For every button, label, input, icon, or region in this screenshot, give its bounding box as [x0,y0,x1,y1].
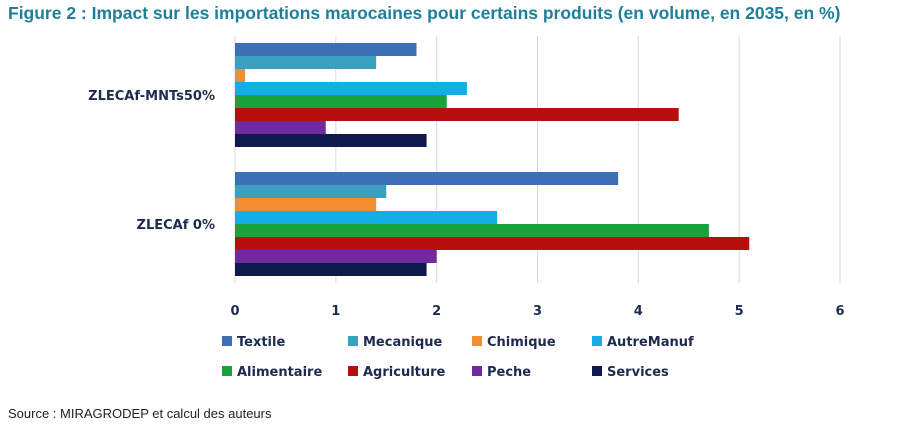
legend-item-mecanique: Mecanique [348,335,443,350]
bars [235,43,750,276]
legend-swatch [472,336,482,346]
x-tick-label: 6 [835,304,844,319]
legend-label: Services [607,365,669,380]
legend-swatch [348,366,358,376]
category-labels: ZLECAf-MNTs50% ZLECAf 0% [88,89,215,233]
category-label: ZLECAf-MNTs50% [88,89,215,104]
legend-label: Mecanique [363,335,443,350]
bar-agriculture-zlecaf-mnts50 [235,108,679,121]
legend-label: Textile [237,335,285,350]
x-tick-label: 2 [432,304,441,319]
category-label: ZLECAf 0% [137,218,215,233]
legend-label: AutreManuf [607,335,694,350]
legend-item-chimique: Chimique [472,335,556,350]
legend-label: Agriculture [363,365,446,380]
bar-alimentaire-zlecaf-mnts50 [235,95,447,108]
legend-item-alimentaire: Alimentaire [222,365,322,380]
bar-textile-zlecaf-0 [235,172,619,185]
x-axis-ticks: 0 1 2 3 4 5 6 [230,304,844,319]
bar-peche-zlecaf-0 [235,250,437,263]
bar-chimique-zlecaf-mnts50 [235,69,246,82]
legend-item-agriculture: Agriculture [348,365,446,380]
bar-autremanuf-zlecaf-mnts50 [235,82,467,95]
legend: Textile Mecanique Chimique AutreManuf Alimen… [222,335,694,380]
source-note: Source : MIRAGRODEP et calcul des auteur… [8,406,272,421]
legend-swatch [592,366,602,376]
x-tick-label: 3 [533,304,542,319]
bar-agriculture-zlecaf-0 [235,237,750,250]
bar-chimique-zlecaf-0 [235,198,377,211]
bar-services-zlecaf-0 [235,263,427,276]
chart-title: Figure 2 : Impact sur les importations m… [8,3,841,23]
legend-label: Alimentaire [237,365,322,380]
legend-label: Peche [487,365,531,380]
legend-swatch [222,336,232,346]
legend-item-autremanuf: AutreManuf [592,335,694,350]
legend-swatch [222,366,232,376]
bar-chart: ZLECAf-MNTs50% ZLECAf 0% 0 1 2 3 4 5 6 Textile M… [88,36,845,380]
x-tick-label: 1 [331,304,340,319]
x-tick-label: 0 [230,304,239,319]
legend-swatch [472,366,482,376]
bar-alimentaire-zlecaf-0 [235,224,709,237]
legend-item-peche: Peche [472,365,531,380]
bar-peche-zlecaf-mnts50 [235,121,326,134]
legend-label: Chimique [487,335,556,350]
legend-item-services: Services [592,365,669,380]
legend-swatch [592,336,602,346]
legend-swatch [348,336,358,346]
legend-item-textile: Textile [222,335,285,350]
x-tick-label: 5 [735,304,744,319]
bar-mecanique-zlecaf-mnts50 [235,56,377,69]
bar-textile-zlecaf-mnts50 [235,43,417,56]
bar-autremanuf-zlecaf-0 [235,211,498,224]
x-tick-label: 4 [634,304,643,319]
bar-mecanique-zlecaf-0 [235,185,387,198]
bar-services-zlecaf-mnts50 [235,134,427,147]
